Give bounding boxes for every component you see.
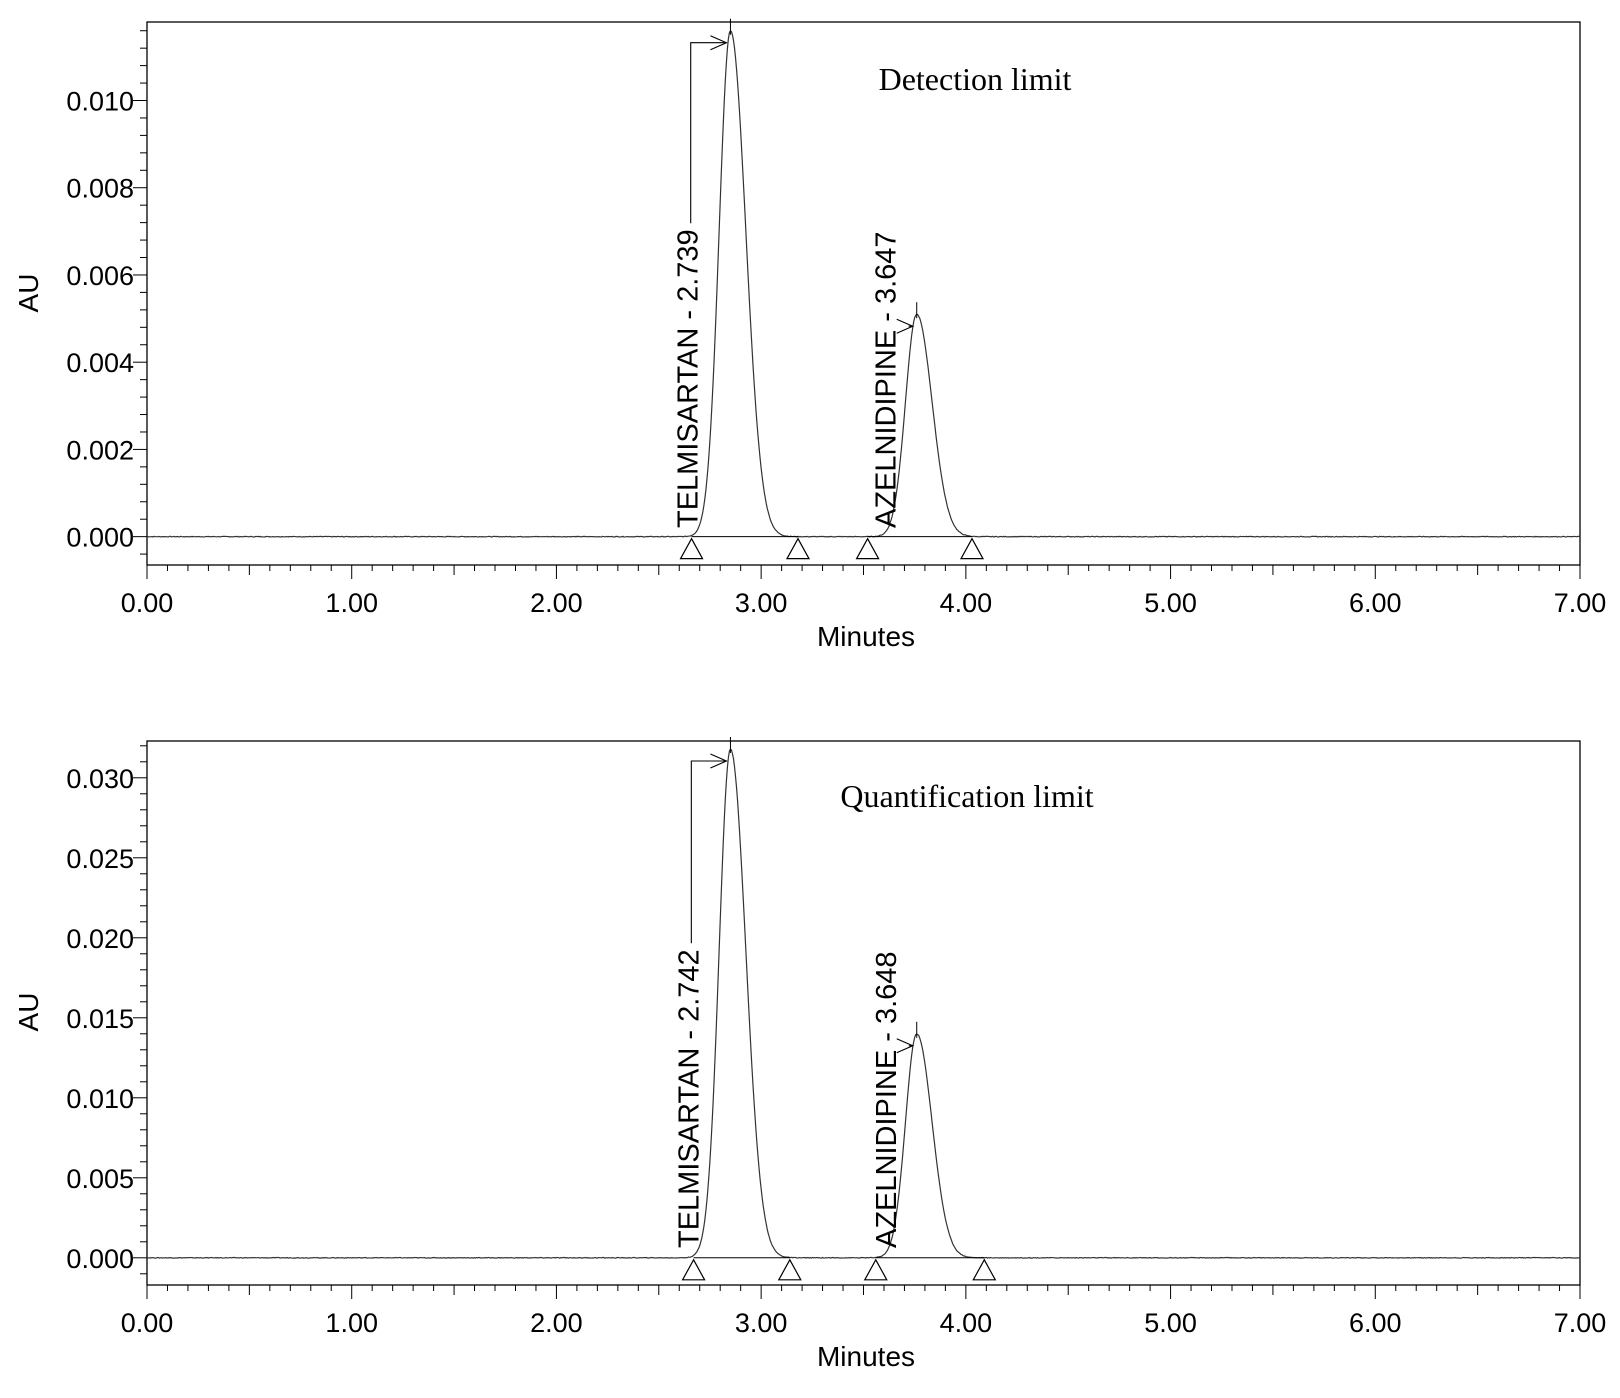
chromatogram-trace — [146, 29, 1581, 538]
x-tick-label: 7.00 — [1554, 1308, 1607, 1338]
x-tick-label: 1.00 — [325, 588, 378, 618]
x-tick-label: 6.00 — [1349, 588, 1402, 618]
y-tick-label: 0.004 — [66, 348, 134, 378]
y-tick-label: 0.020 — [66, 924, 134, 954]
y-tick-label: 0.015 — [66, 1004, 134, 1034]
plot-frame — [146, 21, 1581, 566]
telmisartan-peak-label: TELMISARTAN - 2.742 — [673, 949, 705, 1248]
telmisartan-end-marker — [777, 1258, 802, 1281]
detection-limit-panel: Detection limit Minutes AU 0.00 1.00 2.00 3… — [13, 18, 1607, 652]
telmisartan-end-marker — [785, 537, 811, 560]
panel-title: Detection limit — [879, 61, 1072, 97]
x-tick-label: 3.00 — [735, 1308, 788, 1338]
x-tick-label: 6.00 — [1349, 1308, 1402, 1338]
x-tick-label: 1.00 — [325, 1308, 378, 1338]
quantification-limit-panel: Quantification limit Minutes AU 0.00 1.00… — [13, 737, 1606, 1372]
plot-frame — [146, 740, 1581, 1286]
x-tick-label: 3.00 — [735, 588, 788, 618]
y-tick-label: 0.010 — [66, 87, 134, 117]
telmisartan-leader-line — [690, 760, 727, 944]
y-axis-label: AU — [13, 274, 44, 313]
x-axis-label: Minutes — [817, 1341, 915, 1372]
x-tick-label: 0.00 — [121, 588, 174, 618]
azelnidipine-end-marker — [972, 1258, 997, 1281]
x-tick-label: 2.00 — [530, 588, 583, 618]
azelnidipine-peak-label: AZELNIDIPINE - 3.648 — [871, 951, 903, 1248]
x-tick-label: 5.00 — [1144, 588, 1197, 618]
y-tick-label: 0.005 — [66, 1164, 134, 1194]
y-tick-label: 0.006 — [66, 261, 134, 291]
x-axis-label: Minutes — [817, 621, 915, 652]
x-tick-label: 5.00 — [1144, 1308, 1197, 1338]
azelnidipine-start-marker — [855, 537, 880, 560]
y-tick-label: 0.000 — [66, 1244, 134, 1274]
y-tick-label: 0.008 — [66, 174, 134, 204]
x-tick-label: 2.00 — [530, 1308, 583, 1338]
y-tick-label: 0.000 — [66, 523, 134, 553]
chromatogram-trace — [146, 748, 1581, 1259]
azelnidipine-arrow-head — [896, 1038, 915, 1054]
y-tick-label: 0.010 — [66, 1084, 134, 1114]
telmisartan-peak-label: TELMISARTAN - 2.739 — [673, 229, 705, 528]
telmisartan-start-marker — [681, 1258, 706, 1281]
telmisartan-arrow-head — [710, 753, 728, 769]
telmisartan-start-marker — [679, 537, 704, 560]
y-tick-label: 0.030 — [66, 764, 134, 794]
y-axis-label: AU — [13, 993, 44, 1032]
azelnidipine-arrow-head — [896, 318, 915, 334]
panel-title: Quantification limit — [840, 778, 1093, 814]
azelnidipine-start-marker — [863, 1258, 888, 1281]
x-tick-label: 4.00 — [940, 588, 993, 618]
azelnidipine-end-marker — [959, 537, 985, 560]
x-tick-label: 0.00 — [121, 1308, 174, 1338]
telmisartan-arrow-head — [710, 35, 728, 51]
telmisartan-leader-line — [690, 42, 727, 224]
x-tick-label: 7.00 — [1554, 588, 1607, 618]
y-tick-label: 0.002 — [66, 435, 134, 465]
azelnidipine-peak-label: AZELNIDIPINE - 3.647 — [871, 231, 903, 528]
y-tick-label: 0.025 — [66, 844, 134, 874]
x-tick-label: 4.00 — [940, 1308, 993, 1338]
